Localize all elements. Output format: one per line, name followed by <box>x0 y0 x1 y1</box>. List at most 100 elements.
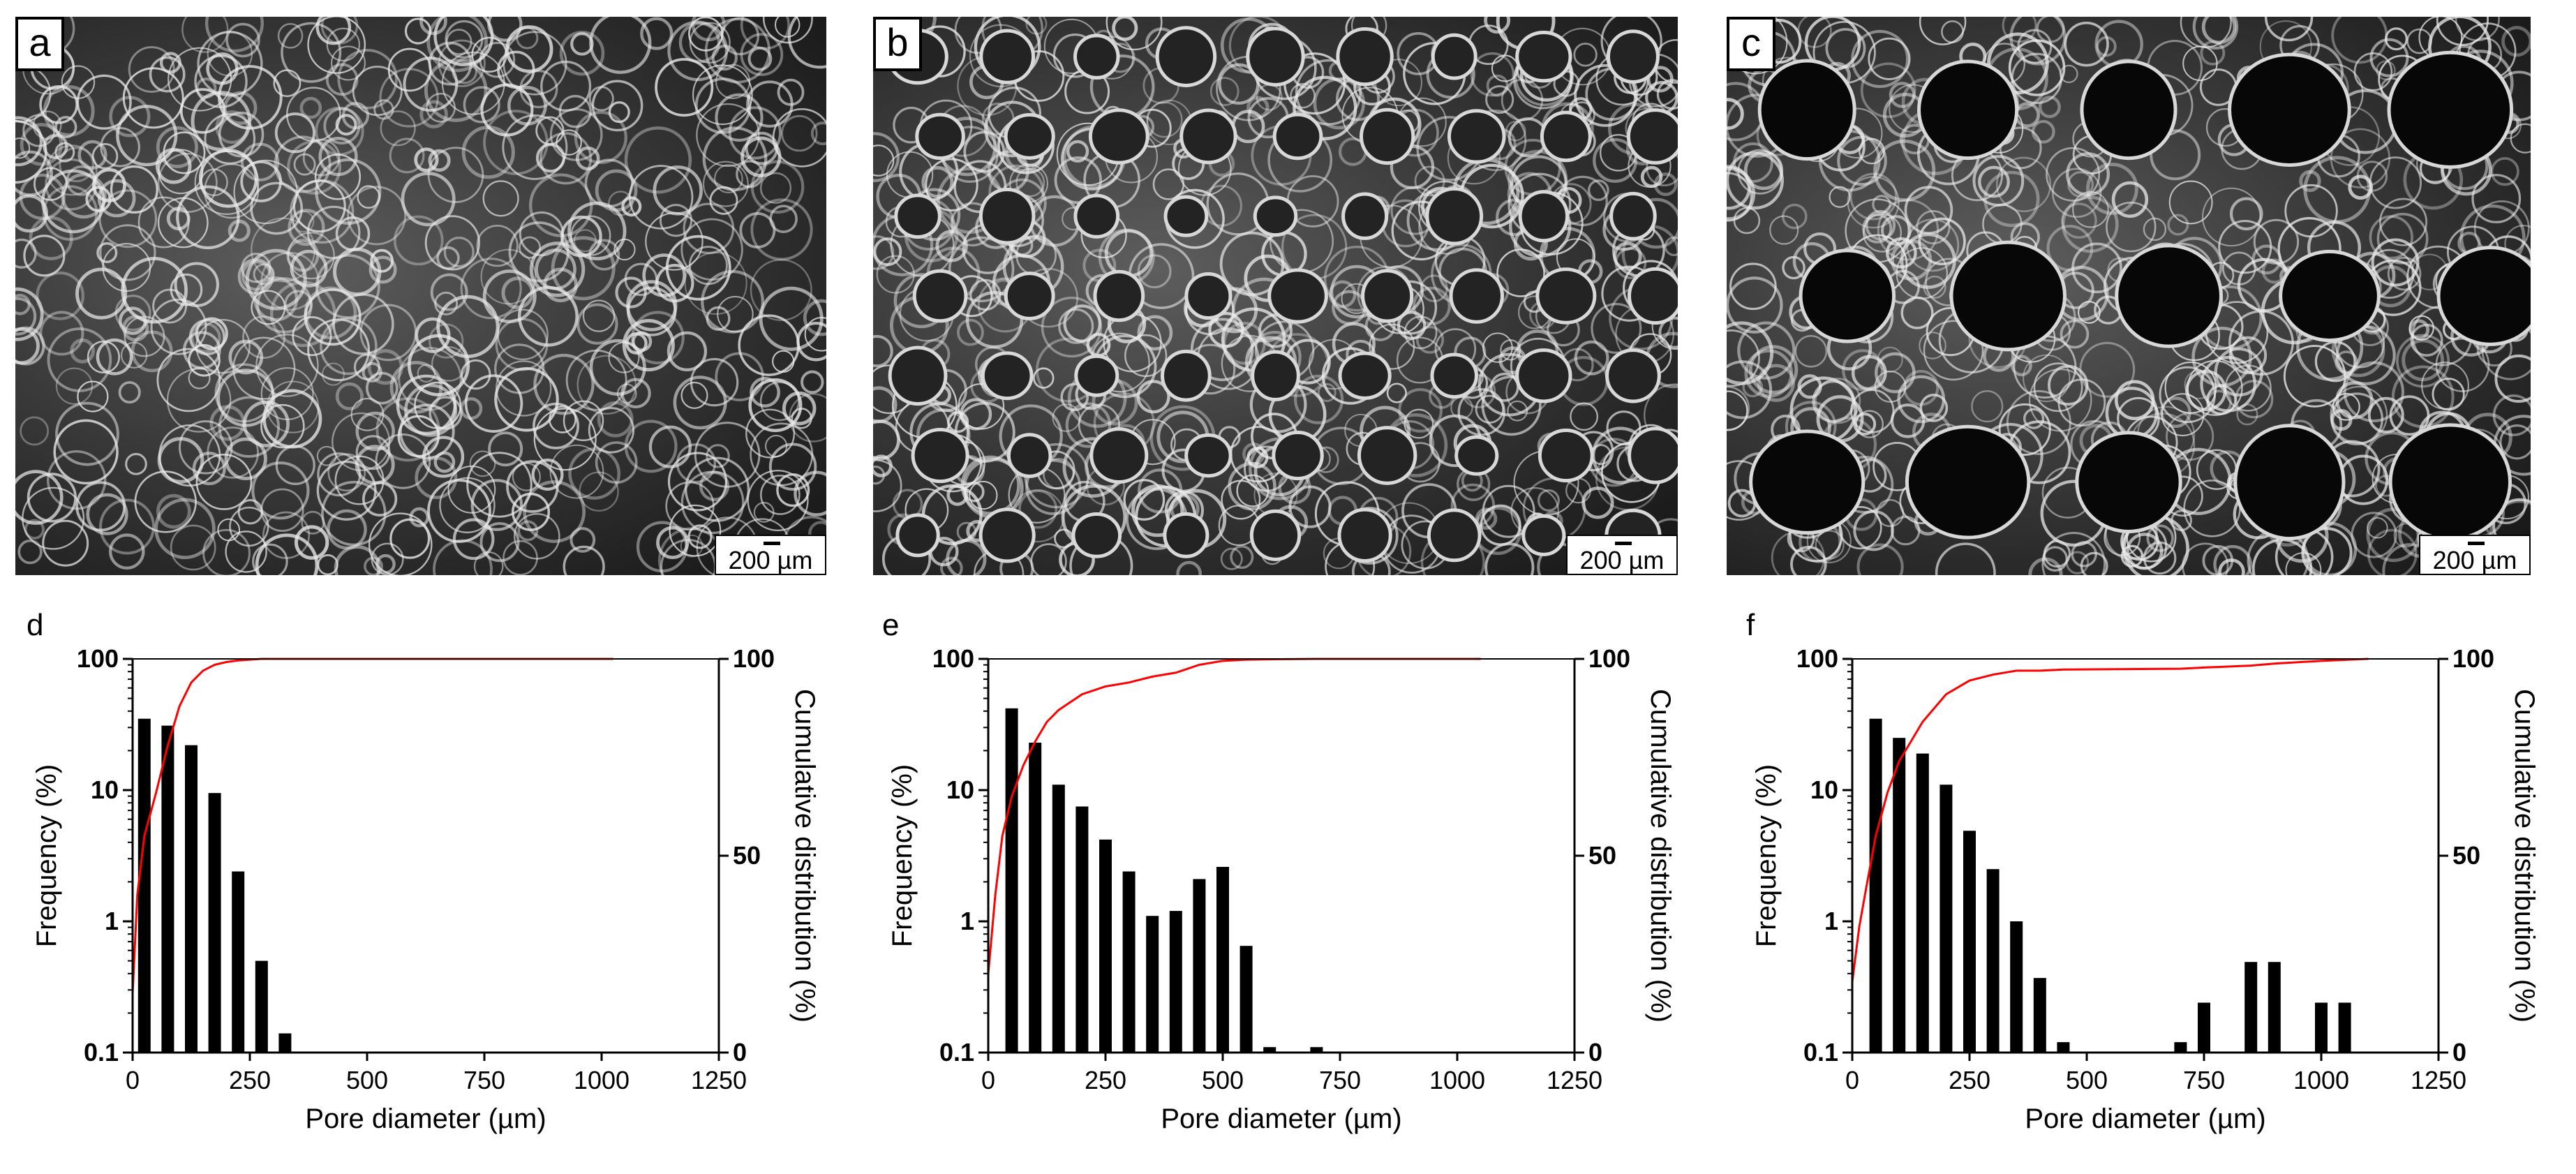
foam-cell <box>15 326 45 366</box>
foam-cell <box>1485 84 1514 114</box>
foam-cell <box>307 318 371 382</box>
foam-cell <box>116 105 178 167</box>
foam-cell <box>430 273 468 311</box>
y2-tick-label: 50 <box>2452 841 2480 870</box>
foam-cell <box>1727 321 1774 385</box>
foam-cell <box>134 470 197 533</box>
foam-cell <box>2261 258 2287 284</box>
large-pore <box>912 269 968 323</box>
foam-cell <box>479 522 520 563</box>
foam-cell <box>250 181 304 235</box>
foam-cell <box>502 114 568 180</box>
foam-cell <box>873 132 900 182</box>
foam-cell <box>1919 332 1946 359</box>
foam-cell <box>1054 156 1102 205</box>
foam-cell <box>46 450 107 510</box>
large-pore <box>1337 507 1392 563</box>
foam-cell <box>61 172 107 219</box>
foam-cell <box>1737 321 1796 380</box>
foam-cell <box>42 519 89 567</box>
frequency-bar <box>2244 962 2258 1053</box>
foam-cell <box>1123 479 1166 521</box>
foam-cell <box>17 539 43 565</box>
foam-cell <box>576 355 636 415</box>
frequency-bar <box>2315 1002 2328 1053</box>
foam-cell <box>1317 382 1337 402</box>
foam-cell <box>946 539 987 575</box>
foam-cell <box>921 165 954 198</box>
foam-cell <box>689 22 731 64</box>
foam-cell <box>110 165 158 214</box>
scale-bar-line <box>764 542 780 545</box>
frequency-bar <box>232 871 245 1053</box>
foam-cell <box>318 137 358 177</box>
scale-bar-b: 200 µm <box>1566 535 1678 575</box>
x-tick-label: 1250 <box>691 1066 747 1094</box>
foam-cell <box>565 349 627 411</box>
large-pore <box>1357 426 1417 485</box>
foam-cell <box>2389 395 2430 436</box>
y2-axis-label: Cumulative distribution (%) <box>1645 689 1676 1023</box>
foam-cell <box>1481 376 1542 436</box>
large-pore <box>1515 31 1572 83</box>
foam-cell <box>86 493 128 535</box>
foam-cell <box>1063 304 1101 343</box>
foam-cell <box>762 17 813 44</box>
large-pore <box>1359 107 1415 165</box>
foam-cell <box>1876 498 1905 528</box>
foam-cell <box>558 94 592 128</box>
foam-cell <box>15 293 31 315</box>
foam-cell <box>403 57 459 112</box>
foam-cell <box>2023 354 2071 403</box>
foam-cell <box>285 87 341 142</box>
foam-cell <box>443 237 475 268</box>
foam-cell <box>284 290 313 319</box>
foam-cell <box>624 126 692 194</box>
large-pore <box>1749 429 1866 535</box>
foam-cell <box>1860 62 1916 119</box>
foam-cell <box>281 22 342 83</box>
foam-cell <box>576 303 618 345</box>
foam-cell <box>424 215 480 271</box>
foam-cell <box>2161 393 2205 437</box>
large-pore <box>1535 267 1597 325</box>
foam-cell <box>1757 364 1795 402</box>
foam-cell <box>1875 352 1916 394</box>
foam-cell <box>433 17 494 66</box>
large-pore <box>1006 433 1052 478</box>
foam-cell <box>229 506 269 547</box>
foam-cell <box>948 236 1015 303</box>
x-tick-label: 1000 <box>2293 1066 2349 1094</box>
y2-axis-label: Cumulative distribution (%) <box>789 689 820 1023</box>
cumulative-line <box>1851 657 2369 982</box>
foam-cell <box>409 507 430 528</box>
frequency-bar <box>1263 1047 1276 1053</box>
foam-cell <box>517 520 539 542</box>
foam-cell <box>579 471 619 512</box>
large-pore <box>1004 272 1055 320</box>
foam-cell <box>713 164 743 194</box>
foam-cell <box>1918 217 1966 266</box>
foam-cell <box>368 255 397 284</box>
large-pore <box>1949 240 2067 352</box>
foam-cell <box>2409 315 2434 341</box>
x-tick-label: 1000 <box>1429 1066 1485 1094</box>
foam-cell <box>1537 489 1560 512</box>
foam-cell <box>1872 195 1891 214</box>
foam-cell <box>810 121 826 146</box>
foam-cell <box>667 452 728 512</box>
foam-cell <box>2510 123 2531 154</box>
foam-cell <box>419 100 448 129</box>
foam-cell <box>170 524 216 571</box>
foam-cell <box>1230 545 1254 570</box>
foam-cell <box>401 172 456 227</box>
foam-cell <box>166 368 232 433</box>
large-pore <box>1093 269 1145 322</box>
foam-cell <box>573 229 597 253</box>
foam-cell <box>337 49 398 110</box>
foam-cell <box>1829 186 1851 208</box>
foam-cell <box>667 20 729 82</box>
foam-cell <box>109 96 151 138</box>
foam-cell <box>75 267 128 320</box>
